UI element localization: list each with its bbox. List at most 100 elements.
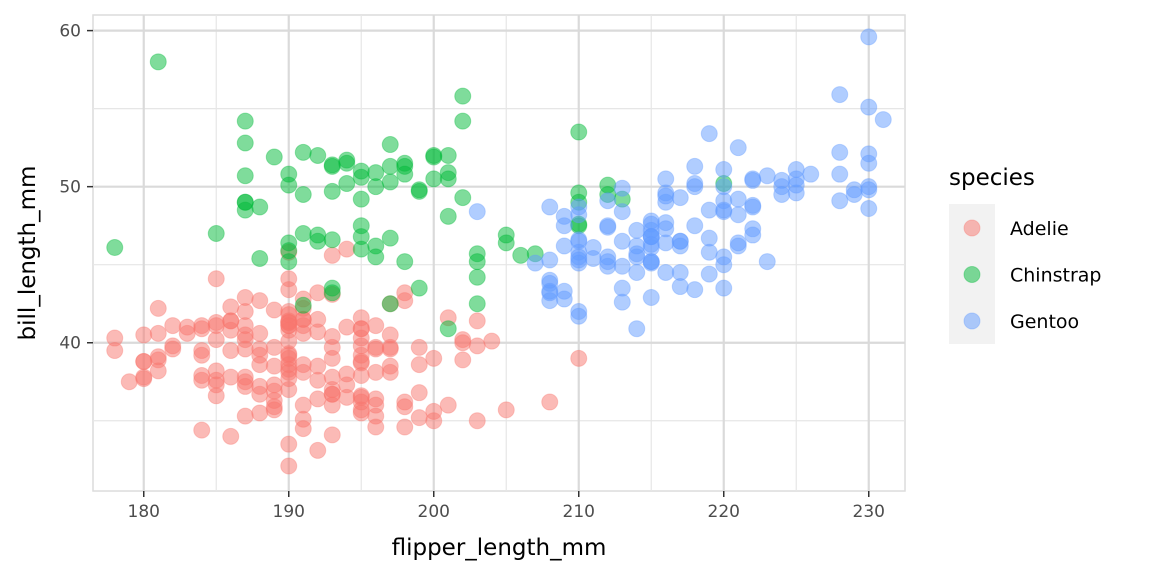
point-chinstrap <box>381 173 399 191</box>
point-adelie <box>468 337 486 355</box>
point-chinstrap <box>454 189 472 207</box>
point-gentoo <box>642 228 660 246</box>
point-gentoo <box>686 217 704 235</box>
point-adelie <box>251 404 269 422</box>
point-adelie <box>265 376 283 394</box>
point-chinstrap <box>439 320 457 338</box>
point-gentoo <box>657 170 675 188</box>
y-tick-label: 50 <box>59 178 81 198</box>
point-adelie <box>410 338 428 356</box>
point-adelie <box>483 332 501 350</box>
point-gentoo <box>729 234 747 252</box>
point-gentoo <box>744 171 762 189</box>
point-adelie <box>367 363 385 381</box>
point-gentoo <box>729 190 747 208</box>
point-adelie <box>396 393 414 411</box>
point-adelie <box>323 396 341 414</box>
point-chinstrap <box>454 87 472 105</box>
point-adelie <box>541 393 559 411</box>
point-adelie <box>236 407 254 425</box>
point-adelie <box>251 324 269 342</box>
point-adelie <box>265 357 283 375</box>
point-gentoo <box>628 264 646 282</box>
point-chinstrap <box>410 279 428 297</box>
point-adelie <box>222 312 240 330</box>
point-adelie <box>439 396 457 414</box>
legend-label-gentoo: Gentoo <box>1010 311 1079 333</box>
point-adelie <box>207 376 225 394</box>
point-adelie <box>193 346 211 364</box>
point-gentoo <box>700 265 718 283</box>
point-adelie <box>338 240 356 258</box>
point-gentoo <box>700 243 718 261</box>
point-chinstrap <box>381 136 399 154</box>
point-gentoo <box>541 198 559 216</box>
point-gentoo <box>874 111 892 129</box>
point-chinstrap <box>396 165 414 183</box>
point-gentoo <box>570 254 588 272</box>
point-adelie <box>381 326 399 344</box>
point-adelie <box>323 381 341 399</box>
point-gentoo <box>613 257 631 275</box>
point-chinstrap <box>149 53 167 71</box>
point-gentoo <box>860 181 878 199</box>
point-chinstrap <box>381 229 399 247</box>
legend-title: species <box>949 165 1035 191</box>
plot-panel <box>92 14 906 492</box>
point-gentoo <box>715 161 733 179</box>
point-chinstrap <box>570 123 588 141</box>
point-adelie <box>164 340 182 358</box>
point-adelie <box>454 351 472 369</box>
point-chinstrap <box>338 154 356 172</box>
legend-label-chinstrap: Chinstrap <box>1010 265 1102 287</box>
point-chinstrap <box>367 248 385 266</box>
legend: species Adelie Chinstrap Gentoo <box>949 165 1102 344</box>
point-chinstrap <box>323 156 341 174</box>
point-gentoo <box>657 187 675 205</box>
point-gentoo <box>860 28 878 46</box>
legend-key-adelie <box>963 219 981 237</box>
point-chinstrap <box>396 253 414 271</box>
point-gentoo <box>657 264 675 282</box>
point-chinstrap <box>512 246 530 264</box>
point-adelie <box>280 435 298 453</box>
point-gentoo <box>526 254 544 272</box>
point-adelie <box>352 320 370 338</box>
point-adelie <box>135 326 153 344</box>
point-chinstrap <box>454 112 472 130</box>
point-chinstrap <box>309 226 327 244</box>
point-gentoo <box>628 320 646 338</box>
point-gentoo <box>744 226 762 244</box>
legend-label-adelie: Adelie <box>1010 218 1069 240</box>
x-tick-label: 230 <box>853 502 885 522</box>
point-chinstrap <box>425 148 443 166</box>
point-adelie <box>207 270 225 288</box>
point-chinstrap <box>367 164 385 182</box>
point-adelie <box>149 299 167 317</box>
point-gentoo <box>671 264 689 282</box>
point-gentoo <box>729 139 747 157</box>
point-chinstrap <box>294 224 312 242</box>
point-adelie <box>193 367 211 385</box>
point-adelie <box>294 410 312 428</box>
point-gentoo <box>613 279 631 297</box>
point-adelie <box>207 331 225 349</box>
point-gentoo <box>555 237 573 255</box>
point-chinstrap <box>439 164 457 182</box>
x-axis: 180 190 200 210 220 230 <box>128 491 885 522</box>
point-adelie <box>280 349 298 367</box>
point-gentoo <box>613 232 631 250</box>
point-gentoo <box>831 192 849 210</box>
point-gentoo <box>729 206 747 224</box>
point-gentoo <box>570 231 588 249</box>
point-gentoo <box>628 237 646 255</box>
point-chinstrap <box>280 253 298 271</box>
x-tick-label: 190 <box>273 502 305 522</box>
point-gentoo <box>541 282 559 300</box>
point-adelie <box>309 357 327 375</box>
point-gentoo <box>845 181 863 199</box>
point-gentoo <box>555 207 573 225</box>
point-adelie <box>193 320 211 338</box>
point-chinstrap <box>381 295 399 313</box>
point-gentoo <box>686 175 704 193</box>
